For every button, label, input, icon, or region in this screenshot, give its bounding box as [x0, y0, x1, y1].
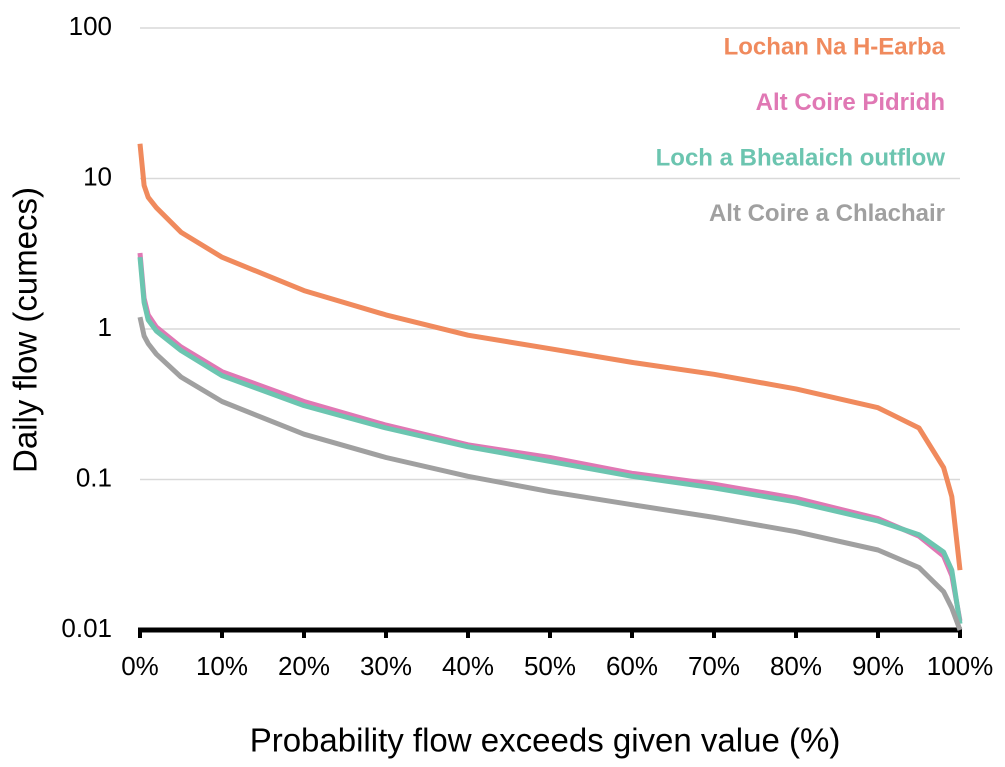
y-tick-label: 1 — [98, 312, 112, 342]
legend-entry: Loch a Bhealaich outflow — [656, 144, 946, 171]
y-tick-label: 0.01 — [61, 613, 112, 643]
x-tick-label: 100% — [927, 651, 994, 681]
x-tick-label: 30% — [360, 651, 412, 681]
x-tick-label: 40% — [442, 651, 494, 681]
legend-entry: Alt Coire Pidridh — [756, 89, 945, 116]
series-line — [137, 256, 963, 625]
x-tick-label: 20% — [278, 651, 330, 681]
x-tick-label: 70% — [688, 651, 740, 681]
legend-entry: Lochan Na H-Earba — [724, 33, 946, 60]
x-axis-label: Probability flow exceeds given value (%) — [250, 722, 841, 759]
series-line — [137, 252, 963, 622]
y-tick-label: 0.1 — [76, 462, 112, 492]
x-tick-label: 50% — [524, 651, 576, 681]
x-tick-label: 80% — [770, 651, 822, 681]
x-tick-label: 90% — [852, 651, 904, 681]
x-tick-label: 60% — [606, 651, 658, 681]
series-line — [137, 316, 963, 631]
y-tick-label: 10 — [83, 161, 112, 191]
y-tick-label: 100 — [69, 11, 112, 41]
y-axis-label: Daily flow (cumecs) — [7, 187, 44, 473]
legend-entry: Alt Coire a Chlachair — [709, 200, 945, 227]
series-line — [137, 143, 963, 571]
x-tick-label: 0% — [121, 651, 159, 681]
x-tick-label: 10% — [196, 651, 248, 681]
